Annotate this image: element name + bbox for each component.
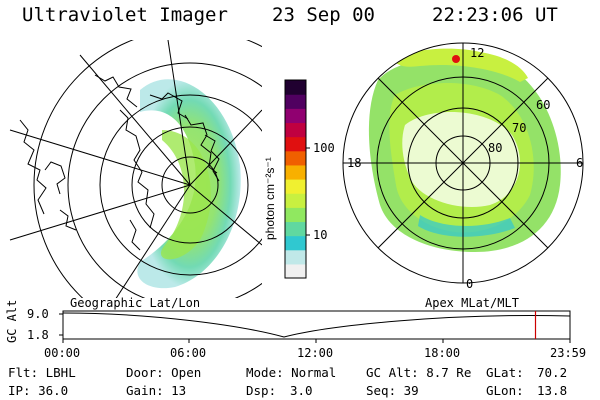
dsp-value: 3.0 xyxy=(290,383,313,398)
colorbar-segment xyxy=(285,235,306,251)
aurora-hotspot xyxy=(452,55,460,63)
geo-lat-circles xyxy=(33,40,262,298)
colorbar-segment xyxy=(285,207,306,223)
colorbar-segment xyxy=(285,94,306,109)
mlt-lines xyxy=(343,43,583,283)
aurora-bright-band xyxy=(160,130,211,260)
magnetic-caption: Apex MLat/MLT xyxy=(425,296,519,310)
ip-info: IP: 36.0 xyxy=(8,383,69,398)
glat-value: 70.2 xyxy=(537,365,568,380)
colorbar-segment xyxy=(285,179,306,194)
coastlines xyxy=(19,74,220,251)
colorbar-segment xyxy=(285,150,306,166)
timeline-x-tick-2359: 23:59 xyxy=(550,346,587,360)
colorbar-tick-10: 10 xyxy=(313,228,328,242)
glon-label: GLon: xyxy=(486,383,524,398)
aurora-nightside-arc xyxy=(418,215,515,237)
mlat-label-70: 70 xyxy=(512,121,527,135)
door-info: Door: Open xyxy=(126,365,202,380)
aurora-dayside-rim xyxy=(392,48,528,82)
colorbar-segment xyxy=(285,108,306,124)
mlt-label-0: 0 xyxy=(466,277,474,291)
timeline-y-tick-max: 9.0 xyxy=(27,307,49,321)
mlat-label-60: 60 xyxy=(536,98,551,112)
mlt-label-18: 18 xyxy=(347,156,362,170)
glon-value: 13.8 xyxy=(537,383,568,398)
timeline-ticks xyxy=(59,313,571,343)
instrument-title: Ultraviolet Imager xyxy=(22,4,228,26)
colorbar-segment xyxy=(285,193,306,208)
colorbar-tick-100: 100 xyxy=(313,141,335,155)
timeline-x-tick-0600: 06:00 xyxy=(170,346,207,360)
colorbar-segment xyxy=(285,164,306,180)
timeline-y-title: GC Alt xyxy=(5,299,19,343)
colorbar-frame xyxy=(284,79,307,279)
colorbar-segment xyxy=(285,80,306,95)
colorbar-segment xyxy=(285,249,306,265)
mlt-label-6: 6 xyxy=(576,156,584,170)
seq-info: Seq: 39 xyxy=(366,383,419,398)
aurora-oval-geographic xyxy=(137,79,241,289)
colorbar-segment xyxy=(285,122,306,138)
dsp-label: Dsp: xyxy=(246,383,277,398)
colorbar xyxy=(285,80,306,279)
mode-info: Mode: Normal xyxy=(246,365,337,380)
colorbar-segment xyxy=(285,263,306,279)
gain-info: Gain: 13 xyxy=(126,383,187,398)
geographic-caption: Geographic Lat/Lon xyxy=(70,296,201,310)
colorbar-segment xyxy=(285,221,306,237)
colorbar-ticks xyxy=(306,147,310,236)
filter-info: Flt: LBHL xyxy=(8,365,76,380)
colorbar-segment xyxy=(285,136,306,152)
timeline-frame xyxy=(62,310,571,340)
gc-alt-info: GC Alt: 8.7 Re xyxy=(366,365,472,380)
mlat-label-80: 80 xyxy=(488,141,503,155)
timeline-x-tick-0000: 00:00 xyxy=(44,346,81,360)
timeline-y-tick-min: 1.8 xyxy=(27,328,49,342)
mlt-label-12: 12 xyxy=(470,46,485,60)
time-label: 22:23:06 UT xyxy=(432,4,558,26)
gc-altitude-curve xyxy=(62,312,571,338)
glat-label: GLat: xyxy=(486,365,524,380)
timeline-x-tick-1200: 12:00 xyxy=(297,346,334,360)
timeline-x-tick-1800: 18:00 xyxy=(424,346,461,360)
date-label: 23 Sep 00 xyxy=(272,4,375,26)
